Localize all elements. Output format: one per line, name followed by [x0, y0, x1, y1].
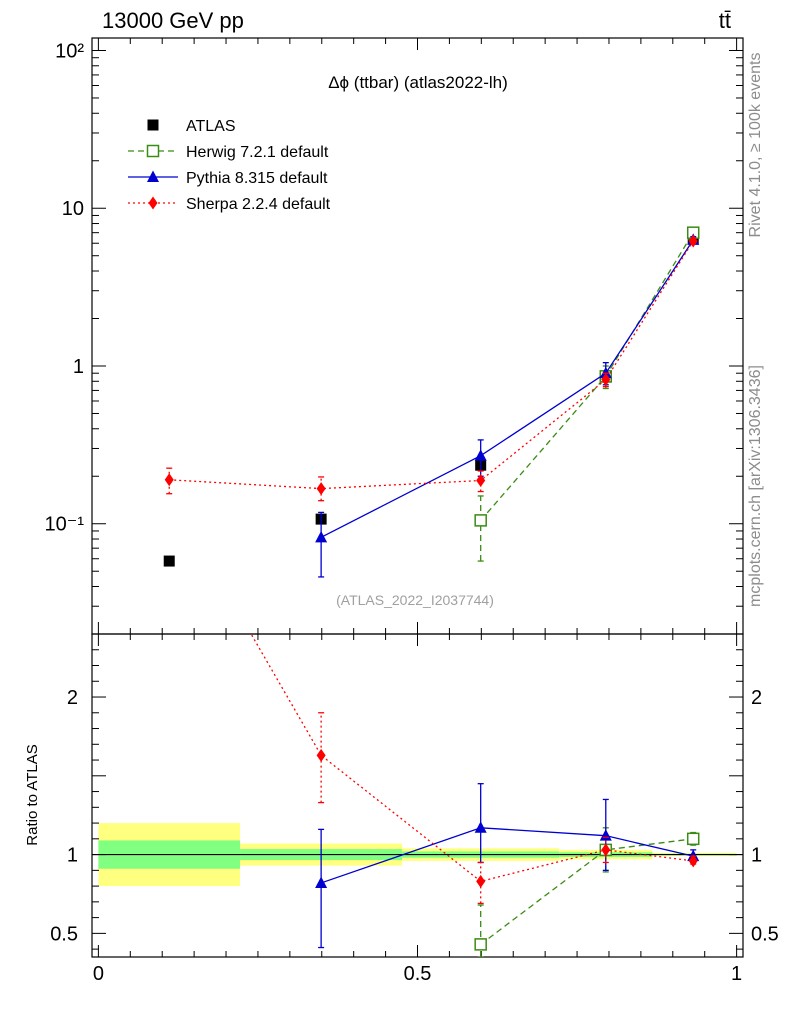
herwig-ratio-point [474, 938, 487, 951]
y-tick-label: 10 [62, 198, 84, 220]
ratio-tick-label-right: 0.5 [751, 923, 779, 945]
ratio-tick-label-left: 1 [67, 845, 78, 867]
sherpa-point [316, 482, 326, 496]
axis-ticks: 0 0.5 1 10⁻¹ 1 10 10² 0.5 0.5 1 1 2 2 [45, 38, 779, 985]
pythia-ratio-point [474, 821, 487, 833]
sherpa-point [476, 473, 486, 487]
sherpa-ratio-point [316, 748, 326, 762]
legend: ATLAS Herwig 7.2.1 default Pythia 8.315 de… [128, 118, 331, 213]
sherpa-point [688, 234, 698, 248]
pythia-ratio-point [315, 876, 328, 888]
legend-marker-herwig [146, 144, 160, 158]
ratio-tick-label-right: 2 [751, 687, 762, 709]
herwig-ratio-line [480, 838, 694, 945]
sherpa-point [164, 473, 174, 487]
sherpa-ratio-point [476, 874, 486, 888]
sherpa-main [164, 234, 698, 502]
legend-entry-atlas: ATLAS [147, 118, 236, 135]
rivet-label: Rivet 4.1.0, ≥ 100k events [747, 53, 764, 238]
ratio-plot-frame [91, 633, 744, 958]
y-tick-label: 1 [73, 356, 84, 378]
sherpa-point [601, 373, 611, 387]
chart-title: Δϕ (ttbar) (atlas2022-lh) [328, 73, 508, 92]
legend-label-atlas: ATLAS [186, 118, 236, 135]
sherpa-ratio-point [601, 843, 611, 857]
analysis-label: (ATLAS_2022_I2037744) [336, 592, 494, 608]
pythia-point [474, 449, 487, 461]
herwig-point [474, 514, 487, 527]
sherpa-ratio [250, 634, 698, 905]
sherpa-ratio-point [688, 854, 698, 868]
series-layer [163, 226, 700, 957]
legend-label-herwig: Herwig 7.2.1 default [186, 144, 329, 161]
energy-label: 13000 GeV pp [102, 8, 244, 33]
atlas-data [163, 233, 699, 567]
herwig-ratio-point [686, 832, 700, 846]
sherpa-line [169, 240, 694, 490]
x-tick-label: 1 [731, 963, 742, 985]
mcplots-label: mcplots.cern.ch [arXiv:1306.3436] [747, 365, 764, 607]
pythia-point [315, 530, 328, 543]
pythia-line [320, 239, 694, 538]
legend-marker-pythia [147, 170, 159, 182]
ratio-tick-label-left: 0.5 [50, 923, 78, 945]
ratio-tick-label-left: 2 [67, 687, 78, 709]
pythia-ratio [315, 783, 700, 949]
pythia-ratio-line [320, 827, 694, 884]
legend-marker-sherpa [148, 196, 158, 210]
x-tick-label: 0 [93, 963, 104, 985]
herwig-ratio [474, 827, 700, 957]
atlas-data-point [163, 555, 175, 567]
legend-entry-sherpa: Sherpa 2.2.4 default [128, 196, 331, 213]
legend-entry-pythia: Pythia 8.315 default [128, 170, 328, 187]
sherpa-ratio-line [250, 634, 694, 883]
y-tick-label: 10² [55, 40, 84, 62]
pythia-main [315, 233, 700, 578]
herwig-line [480, 232, 694, 521]
process-label: tt̄ [719, 8, 731, 33]
y-tick-label: 10⁻¹ [45, 514, 85, 536]
herwig-main [474, 226, 700, 562]
ratio-tick-label-right: 1 [751, 845, 762, 867]
pythia-point [599, 366, 612, 379]
legend-marker-atlas [147, 119, 159, 131]
legend-label-pythia: Pythia 8.315 default [186, 170, 328, 187]
legend-entry-herwig: Herwig 7.2.1 default [128, 144, 329, 161]
ratio-axis-label: Ratio to ATLAS [24, 744, 41, 845]
legend-label-sherpa: Sherpa 2.2.4 default [186, 196, 331, 213]
x-tick-label: 0.5 [404, 963, 432, 985]
